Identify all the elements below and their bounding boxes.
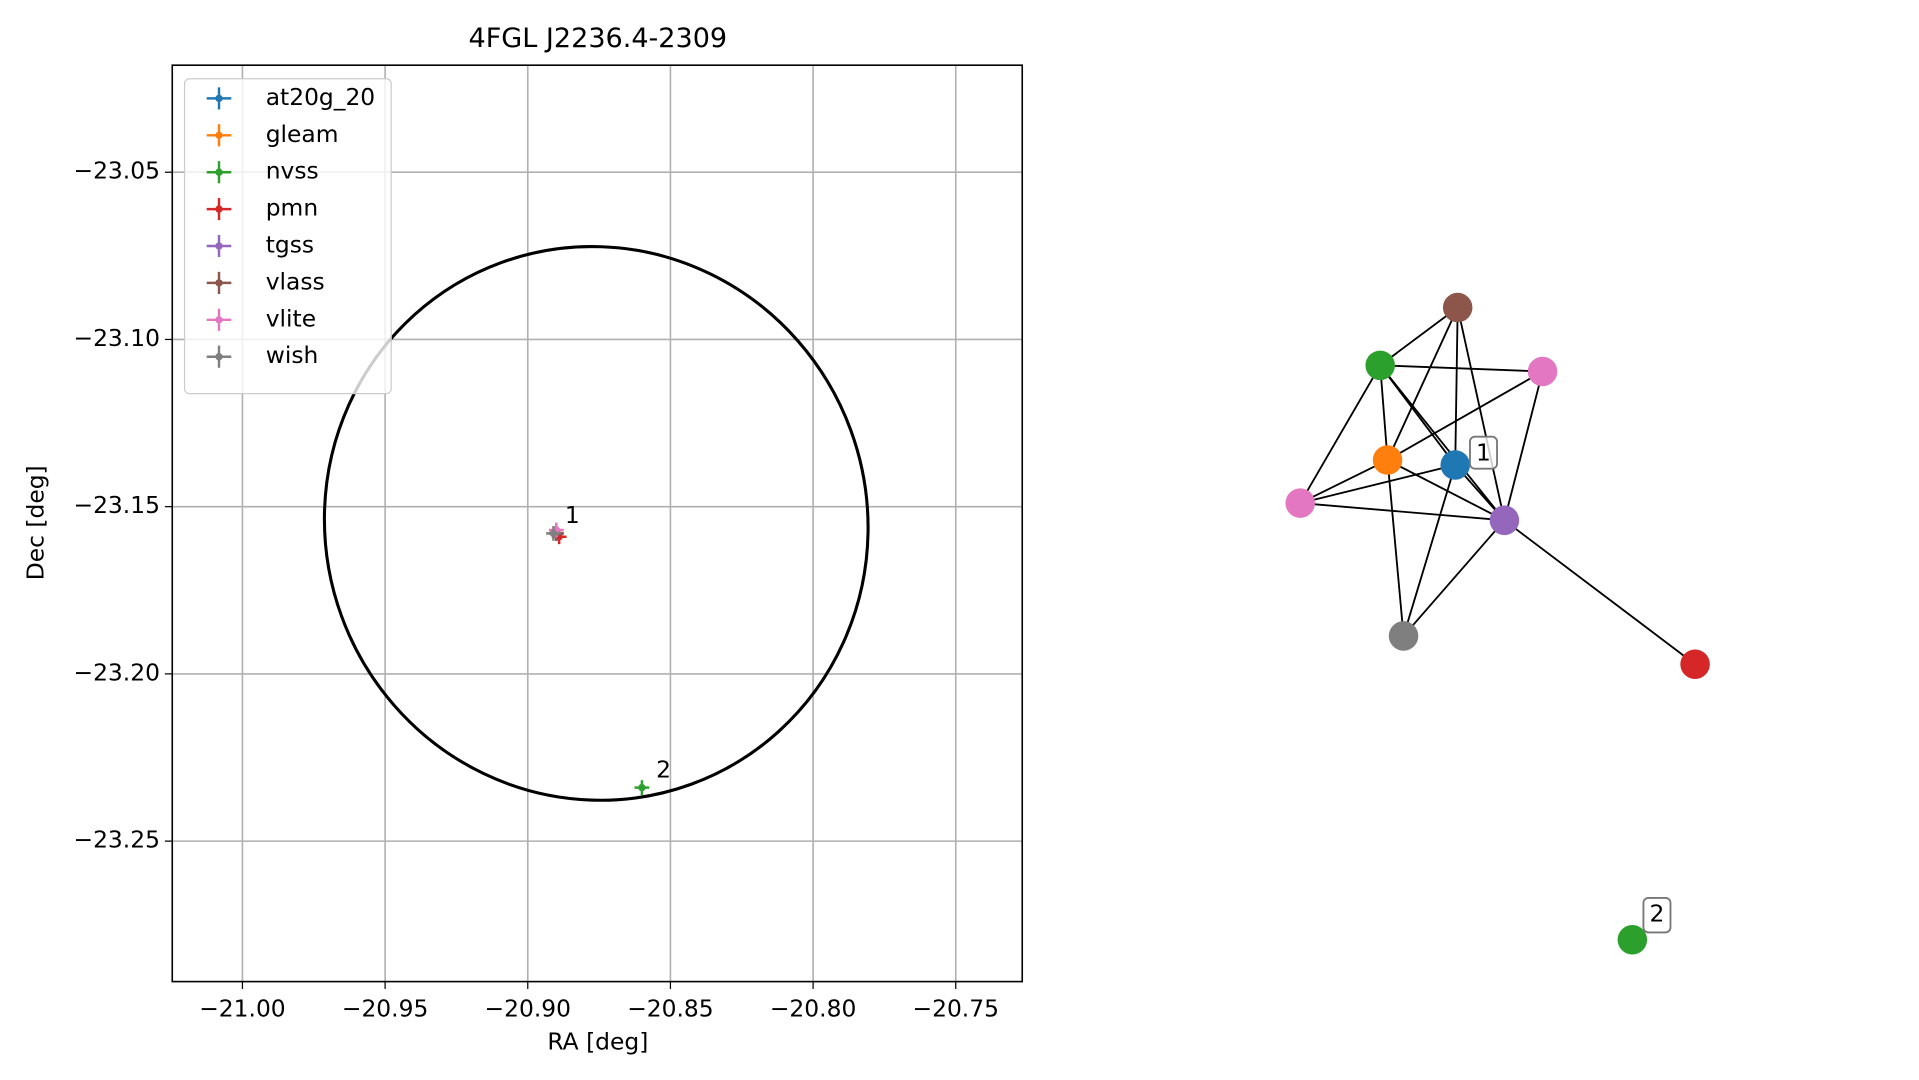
edge <box>1387 459 1505 522</box>
marker <box>638 783 646 792</box>
edge <box>1456 307 1506 521</box>
legend-label: vlite <box>266 304 316 332</box>
node-label-box <box>1642 897 1672 934</box>
legend-entry: gleam <box>206 120 339 148</box>
edge <box>1503 371 1544 521</box>
legend-entry: nvss <box>206 157 319 185</box>
edge <box>1387 370 1544 461</box>
ellipse <box>322 245 870 802</box>
legend-label: at20g_20 <box>266 83 375 111</box>
node <box>1388 621 1419 651</box>
node <box>1489 505 1520 536</box>
edge <box>1503 519 1696 665</box>
plot-frame <box>171 64 1024 983</box>
x-tick-label: −20.95 <box>342 994 428 1022</box>
y-tick-label: −23.05 <box>74 157 160 185</box>
edge <box>1379 306 1459 367</box>
legend-marker <box>215 279 223 287</box>
annotation: 2 <box>656 755 671 783</box>
node <box>1680 649 1710 679</box>
point <box>546 526 561 541</box>
edge <box>1386 307 1459 461</box>
node-label: 1 <box>1476 438 1491 466</box>
x-tick-label: −20.75 <box>913 994 999 1022</box>
legend-marker <box>215 242 223 250</box>
node <box>1285 488 1315 518</box>
x-tick-label: −21.00 <box>199 994 285 1022</box>
node-label: 2 <box>1650 900 1665 928</box>
legend-marker <box>215 205 223 213</box>
network-graph: 1 2 <box>1285 292 1710 955</box>
edge <box>1380 364 1543 373</box>
edge <box>1379 364 1506 521</box>
legend-entry: tgss <box>206 231 314 259</box>
legend-entry: vlass <box>206 267 325 295</box>
x-tick-label: −20.85 <box>627 994 713 1022</box>
marker <box>549 529 558 538</box>
edge <box>1402 464 1457 637</box>
legend-label: gleam <box>266 120 339 148</box>
point <box>634 780 650 795</box>
x-tick-label: −20.80 <box>770 994 856 1022</box>
node <box>1442 292 1473 323</box>
y-tick-label: −23.20 <box>74 658 160 686</box>
x-axis-label: RA [deg] <box>547 1028 648 1056</box>
legend-label: wish <box>266 341 319 369</box>
y-tick-label: −23.15 <box>74 491 160 519</box>
legend-marker <box>215 131 223 139</box>
legend-entry: vlite <box>206 304 316 332</box>
legend-label: pmn <box>266 194 318 222</box>
edge <box>1299 364 1381 504</box>
edge <box>1299 459 1388 504</box>
legend-box <box>183 78 392 395</box>
node <box>1617 925 1648 955</box>
edge <box>1402 519 1506 637</box>
legend-marker <box>215 316 223 324</box>
edge <box>1386 459 1405 637</box>
y-tick-label: −23.25 <box>74 826 160 854</box>
legend-marker <box>215 94 223 103</box>
annotation: 1 <box>565 501 580 529</box>
edge <box>1454 307 1459 465</box>
node-label-box <box>1469 435 1498 470</box>
chart-title: 4FGL J2236.4-2309 <box>469 23 728 54</box>
legend-marker <box>215 168 223 176</box>
legend-entry: at20g_20 <box>206 83 375 111</box>
y-axis-label: Dec [deg] <box>21 465 49 580</box>
legend-label: vlass <box>266 267 325 295</box>
legend-label: tgss <box>266 231 314 259</box>
legend-entry: pmn <box>206 194 318 222</box>
y-tick-label: −23.10 <box>74 324 160 352</box>
node <box>1527 356 1558 387</box>
edge <box>1300 464 1456 504</box>
x-tick-label: −20.90 <box>485 994 571 1022</box>
legend-label: nvss <box>266 157 319 185</box>
legend-entry: wish <box>206 341 319 369</box>
legend-marker <box>215 353 223 361</box>
node <box>1440 450 1470 480</box>
edge <box>1379 365 1389 461</box>
node <box>1372 445 1403 475</box>
edge <box>1300 502 1505 522</box>
node <box>1365 350 1395 381</box>
